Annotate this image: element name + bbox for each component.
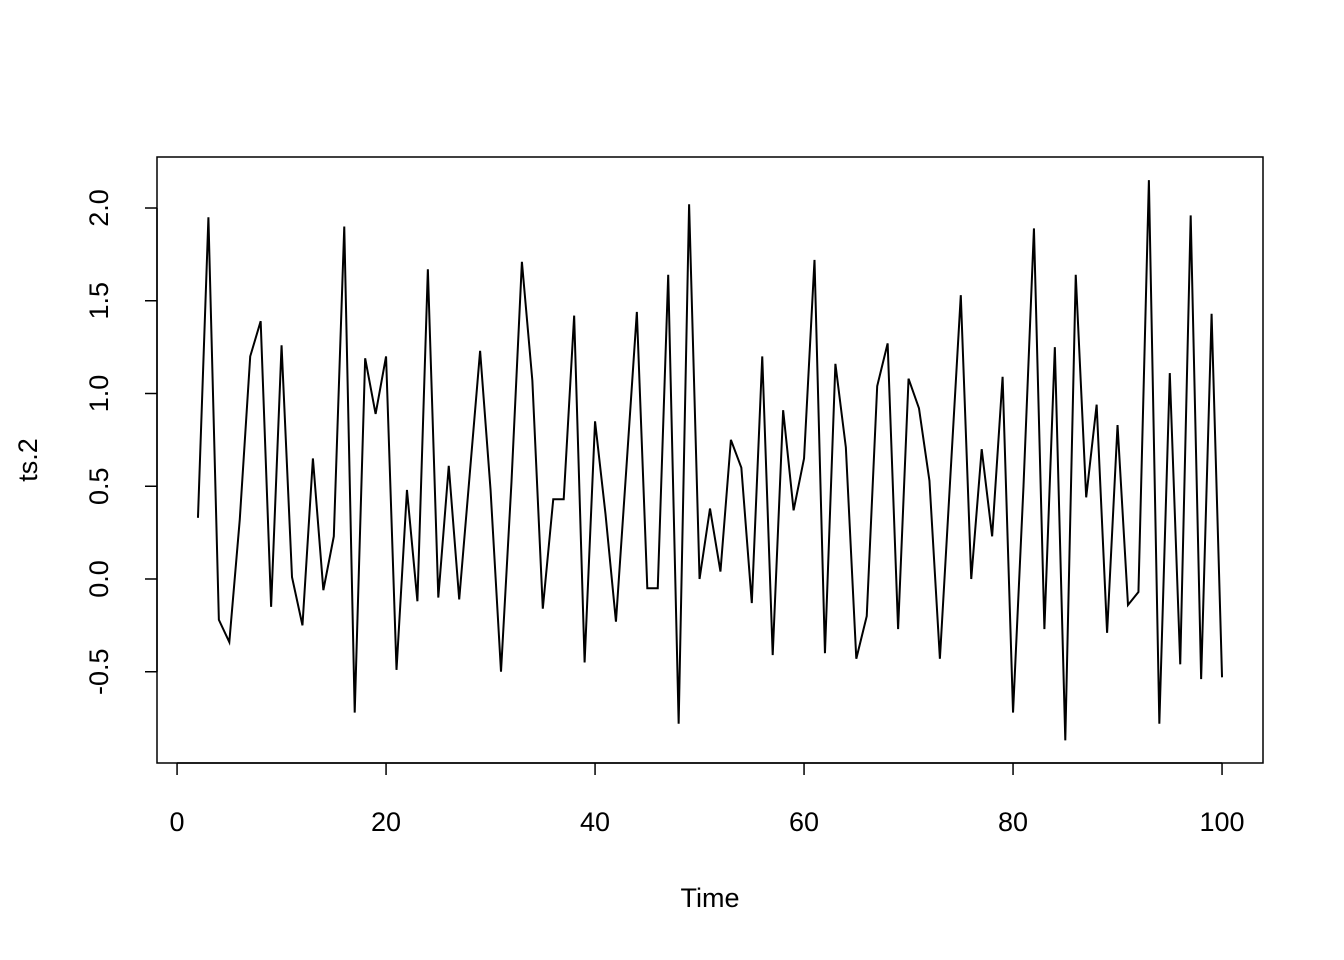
x-tick-label: 40: [580, 807, 610, 837]
y-tick-label: 0.0: [84, 560, 114, 598]
y-tick-label: 1.5: [84, 282, 114, 320]
y-tick-label: 1.0: [84, 375, 114, 413]
y-tick-label: 0.5: [84, 467, 114, 505]
x-tick-label: 100: [1200, 807, 1245, 837]
y-axis-label: ts.2: [13, 438, 43, 482]
x-axis-label: Time: [681, 883, 740, 913]
series-line: [196, 180, 1224, 741]
plot-box: [156, 156, 1264, 764]
y-tick-label: 2.0: [84, 189, 114, 227]
x-tick-label: 0: [170, 807, 185, 837]
x-tick-label: 20: [371, 807, 401, 837]
x-tick-label: 80: [998, 807, 1028, 837]
x-tick-label: 60: [789, 807, 819, 837]
y-tick-label: -0.5: [84, 648, 114, 695]
